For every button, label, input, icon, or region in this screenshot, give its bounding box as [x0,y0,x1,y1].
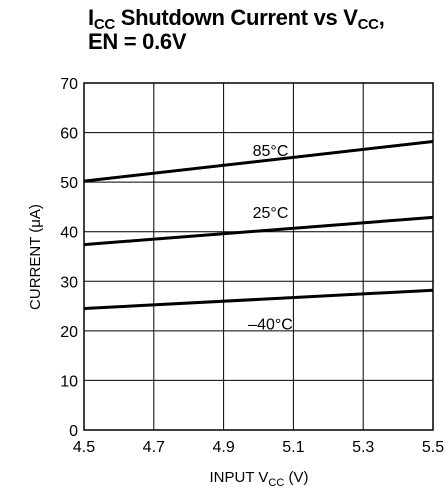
x-axis-label-unit: (V) [284,469,308,486]
plot-area-border [83,82,434,431]
x-tick-label: 5.5 [422,439,444,456]
title-line-1: ICC Shutdown Current vs VCC, [88,5,385,33]
x-axis-ticks: 4.5 4.7 4.9 5.1 5.3 5.5 [73,439,444,456]
x-axis-label-subscript: CC [268,477,284,488]
y-tick-label: 50 [60,175,78,192]
series-labels: 85°C 25°C –40°C [248,143,293,333]
series-label: –40°C [248,316,293,333]
series-line [83,288,434,311]
y-tick-label: 60 [60,126,78,143]
y-tick-label: 30 [60,274,78,291]
series-line [83,215,434,247]
chart-title: ICC Shutdown Current vs VCC, EN = 0.6V [88,6,385,54]
y-tick-label: 70 [60,76,78,93]
x-tick-label: 5.3 [352,439,374,456]
title-part: , [378,5,385,30]
series-lines [83,140,434,311]
y-axis-ticks: 0 10 20 30 40 50 60 70 [60,76,78,440]
x-tick-label: 4.9 [212,439,234,456]
y-tick-label: 10 [60,373,78,390]
series-label: 25°C [253,205,289,222]
y-tick-label: 20 [60,324,78,341]
title-subscript: CC [357,16,379,33]
title-subscript: CC [93,16,115,33]
x-tick-label: 5.1 [282,439,304,456]
x-tick-label: 4.5 [73,439,95,456]
y-tick-label: 40 [60,225,78,242]
x-axis-label-main: INPUT V [210,469,269,486]
grid-lines [83,82,434,431]
x-tick-label: 4.7 [143,439,165,456]
title-line-2: EN = 0.6V [88,29,187,54]
series-line [83,140,434,183]
title-part: I [88,5,94,30]
y-axis-label: CURRENT (μA) [27,204,44,310]
x-axis-label: INPUT VCC (V) [210,469,309,488]
title-part: Shutdown Current vs V [114,5,358,30]
series-label: 85°C [253,143,289,160]
y-tick-label: 0 [69,423,78,440]
